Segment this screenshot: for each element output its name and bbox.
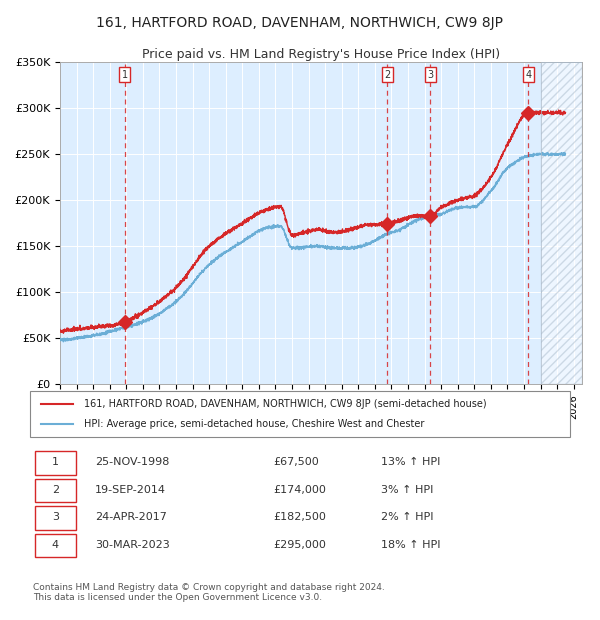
Bar: [541, 62, 582, 384]
FancyBboxPatch shape: [35, 534, 76, 557]
Text: 3% ↑ HPI: 3% ↑ HPI: [381, 485, 433, 495]
Text: £182,500: £182,500: [273, 512, 326, 523]
Text: 2: 2: [52, 485, 59, 495]
FancyBboxPatch shape: [35, 479, 76, 502]
Text: 24-APR-2017: 24-APR-2017: [95, 512, 167, 523]
FancyBboxPatch shape: [35, 506, 76, 529]
Title: Price paid vs. HM Land Registry's House Price Index (HPI): Price paid vs. HM Land Registry's House …: [142, 48, 500, 61]
Text: 30-MAR-2023: 30-MAR-2023: [95, 540, 170, 550]
Text: 4: 4: [525, 70, 531, 80]
Text: 18% ↑ HPI: 18% ↑ HPI: [381, 540, 440, 550]
Text: £67,500: £67,500: [273, 457, 319, 467]
Text: 2: 2: [384, 70, 391, 80]
Text: £295,000: £295,000: [273, 540, 326, 550]
Text: 161, HARTFORD ROAD, DAVENHAM, NORTHWICH, CW9 8JP: 161, HARTFORD ROAD, DAVENHAM, NORTHWICH,…: [97, 16, 503, 30]
Text: 3: 3: [427, 70, 433, 80]
Text: 25-NOV-1998: 25-NOV-1998: [95, 457, 169, 467]
Text: 3: 3: [52, 512, 59, 523]
Text: £174,000: £174,000: [273, 485, 326, 495]
Text: HPI: Average price, semi-detached house, Cheshire West and Chester: HPI: Average price, semi-detached house,…: [84, 419, 424, 429]
Text: 19-SEP-2014: 19-SEP-2014: [95, 485, 166, 495]
Text: 13% ↑ HPI: 13% ↑ HPI: [381, 457, 440, 467]
Text: 161, HARTFORD ROAD, DAVENHAM, NORTHWICH, CW9 8JP (semi-detached house): 161, HARTFORD ROAD, DAVENHAM, NORTHWICH,…: [84, 399, 487, 409]
FancyBboxPatch shape: [35, 451, 76, 475]
Text: Contains HM Land Registry data © Crown copyright and database right 2024.
This d: Contains HM Land Registry data © Crown c…: [33, 583, 385, 602]
Text: 4: 4: [52, 540, 59, 550]
Text: 2% ↑ HPI: 2% ↑ HPI: [381, 512, 433, 523]
Text: 1: 1: [122, 70, 128, 80]
Text: 1: 1: [52, 457, 59, 467]
FancyBboxPatch shape: [30, 391, 570, 437]
Bar: [541, 62, 582, 384]
